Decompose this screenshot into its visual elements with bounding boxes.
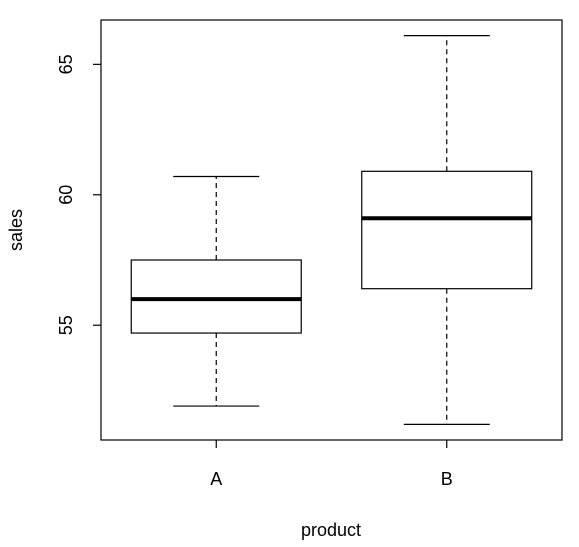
y-axis: 55 60 65 bbox=[56, 54, 101, 335]
y-tick-label-65: 65 bbox=[56, 54, 76, 74]
y-axis-label: sales bbox=[6, 209, 26, 251]
y-tick-label-60: 60 bbox=[56, 185, 76, 205]
x-tick-label-a: A bbox=[210, 469, 222, 489]
iqr-box-a bbox=[130, 259, 302, 334]
iqr-box-b bbox=[361, 170, 533, 290]
y-tick-label-55: 55 bbox=[56, 315, 76, 335]
box-a bbox=[130, 175, 302, 407]
box-marks bbox=[130, 35, 533, 425]
x-tick-label-b: B bbox=[441, 469, 453, 489]
plot-frame bbox=[100, 19, 563, 441]
box-b bbox=[361, 35, 533, 425]
x-axis-label: product bbox=[301, 520, 361, 540]
